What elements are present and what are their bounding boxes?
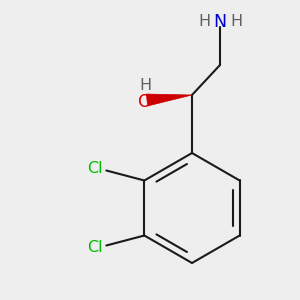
Text: Cl: Cl — [87, 161, 102, 176]
Text: N: N — [213, 13, 226, 31]
Text: H: H — [139, 79, 151, 94]
Text: O: O — [138, 93, 152, 111]
Text: Cl: Cl — [87, 240, 102, 255]
Text: H: H — [230, 14, 242, 29]
Polygon shape — [146, 94, 192, 106]
Text: H: H — [198, 14, 210, 29]
